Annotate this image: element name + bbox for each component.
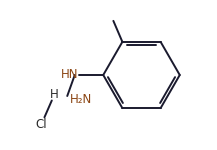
Text: Cl: Cl: [35, 118, 47, 131]
Text: H: H: [50, 88, 59, 101]
Text: HN: HN: [61, 68, 79, 81]
Text: H₂N: H₂N: [69, 93, 92, 106]
